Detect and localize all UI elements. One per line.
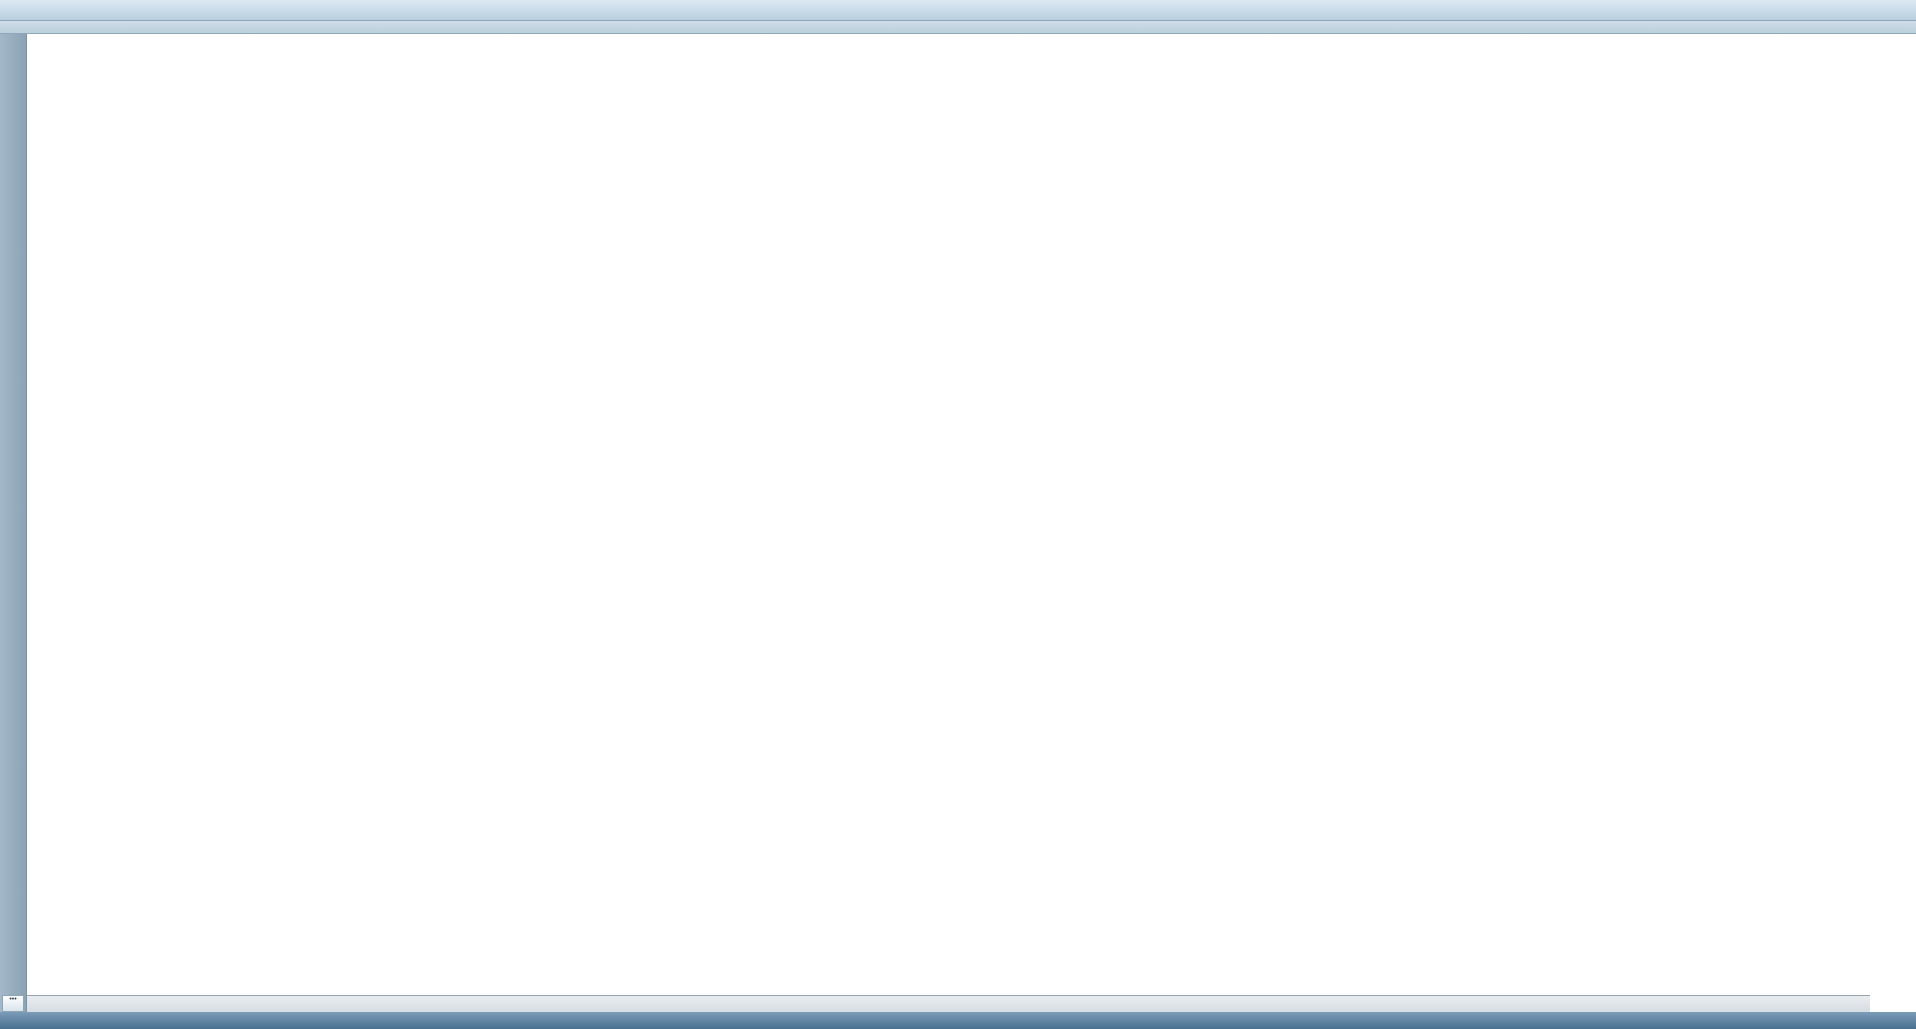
- bottom-taskbar: [0, 1012, 1916, 1029]
- date-axis-options-button[interactable]: •••: [2, 995, 24, 1012]
- main-toolbar: [0, 0, 1916, 21]
- main-chart-canvas[interactable]: [27, 34, 1916, 995]
- indicator-toolbar: [0, 21, 1916, 34]
- drawing-toolbar: [0, 34, 27, 1012]
- date-axis[interactable]: [27, 995, 1870, 1012]
